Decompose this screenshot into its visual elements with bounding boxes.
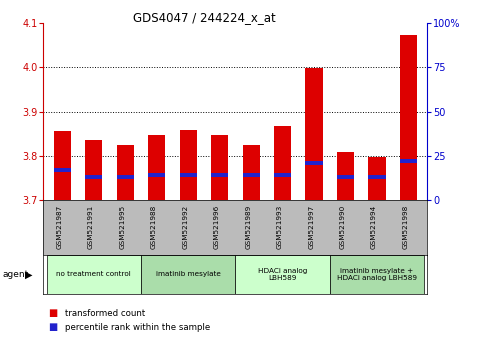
Bar — [85, 140, 102, 200]
Bar — [242, 173, 260, 177]
Text: percentile rank within the sample: percentile rank within the sample — [65, 323, 211, 332]
Bar — [305, 161, 323, 165]
Bar — [274, 126, 291, 200]
Bar — [337, 152, 354, 200]
Text: GSM521995: GSM521995 — [119, 204, 125, 249]
Bar — [180, 130, 197, 200]
Text: GSM521996: GSM521996 — [213, 204, 220, 249]
Bar — [148, 173, 166, 177]
Bar — [236, 255, 330, 294]
Text: imatinib mesylate: imatinib mesylate — [156, 272, 221, 277]
Bar — [369, 157, 386, 200]
Text: GSM521994: GSM521994 — [371, 204, 377, 249]
Text: ■: ■ — [48, 322, 57, 332]
Text: GSM521997: GSM521997 — [308, 204, 314, 249]
Text: imatinib mesylate +
HDACi analog LBH589: imatinib mesylate + HDACi analog LBH589 — [337, 268, 417, 281]
Text: agent: agent — [2, 270, 28, 279]
Text: GSM521987: GSM521987 — [57, 204, 62, 249]
Text: HDACi analog
LBH589: HDACi analog LBH589 — [258, 268, 307, 281]
Text: no treatment control: no treatment control — [57, 272, 131, 277]
Text: GSM521989: GSM521989 — [245, 204, 251, 249]
Text: GSM521993: GSM521993 — [277, 204, 283, 249]
Bar — [369, 175, 386, 179]
Bar — [117, 145, 134, 200]
Bar — [85, 175, 102, 179]
Bar — [117, 175, 134, 179]
Bar — [337, 175, 354, 179]
Bar — [400, 35, 417, 200]
Text: GSM521990: GSM521990 — [340, 204, 346, 249]
Text: ▶: ▶ — [25, 269, 33, 279]
Text: GSM521998: GSM521998 — [402, 204, 409, 249]
Text: ■: ■ — [48, 308, 57, 318]
Text: GSM521992: GSM521992 — [182, 204, 188, 249]
Bar — [54, 168, 71, 172]
Text: transformed count: transformed count — [65, 309, 145, 318]
Bar — [211, 135, 228, 200]
Bar — [400, 159, 417, 163]
Bar — [305, 68, 323, 200]
Text: GSM521991: GSM521991 — [88, 204, 94, 249]
Bar — [148, 135, 166, 200]
Bar — [47, 255, 141, 294]
Bar — [180, 173, 197, 177]
Text: GSM521988: GSM521988 — [151, 204, 157, 249]
Bar — [330, 255, 424, 294]
Bar — [141, 255, 236, 294]
Bar — [274, 173, 291, 177]
Text: GDS4047 / 244224_x_at: GDS4047 / 244224_x_at — [133, 11, 276, 24]
Bar — [242, 145, 260, 200]
Bar — [211, 173, 228, 177]
Bar — [54, 131, 71, 200]
